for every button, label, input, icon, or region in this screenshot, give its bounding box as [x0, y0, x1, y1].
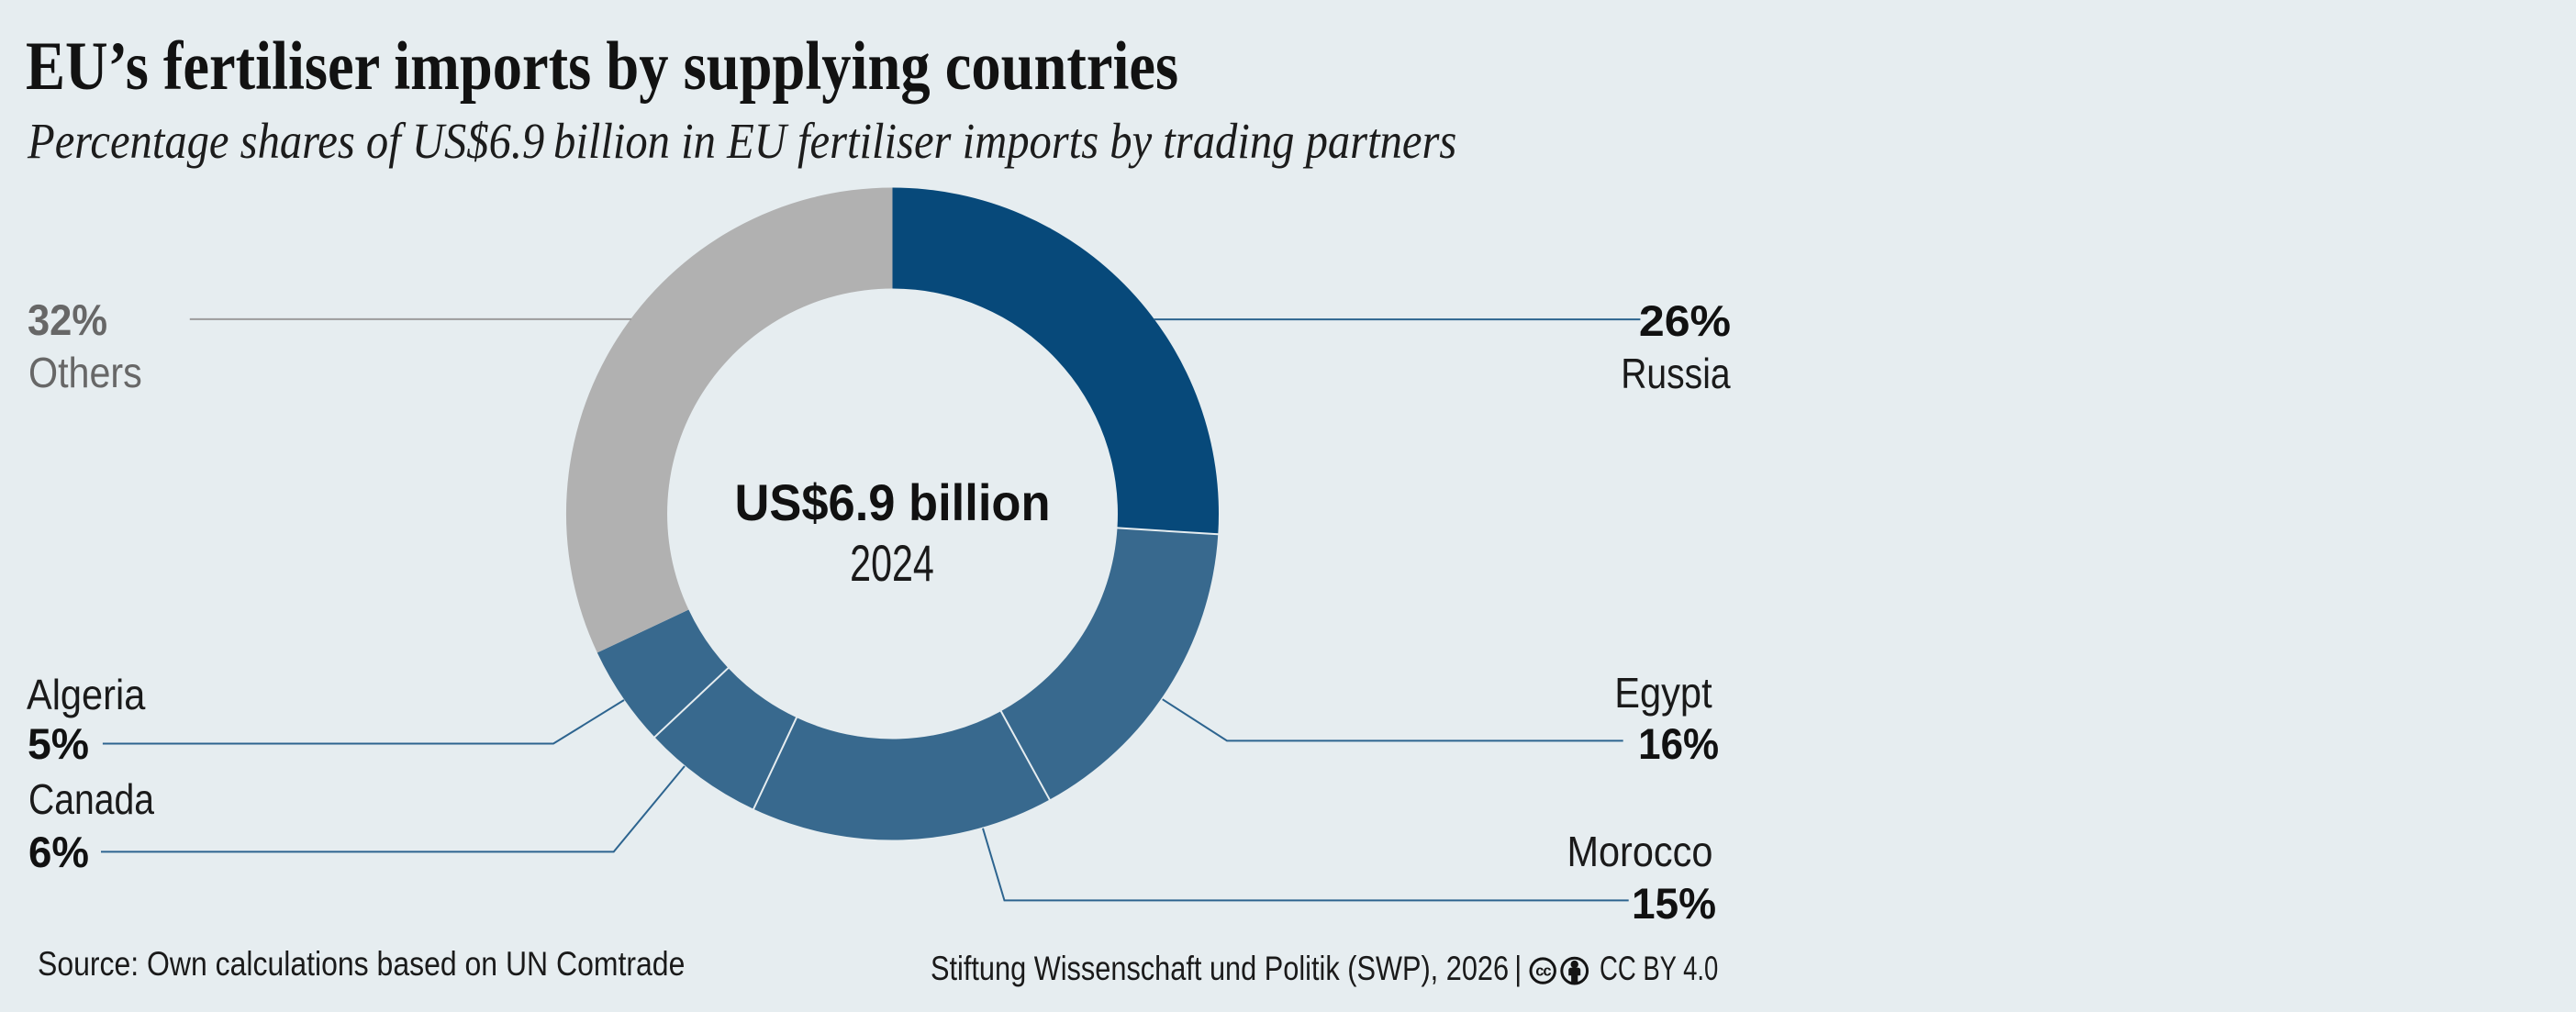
- svg-text:cc: cc: [1535, 962, 1551, 979]
